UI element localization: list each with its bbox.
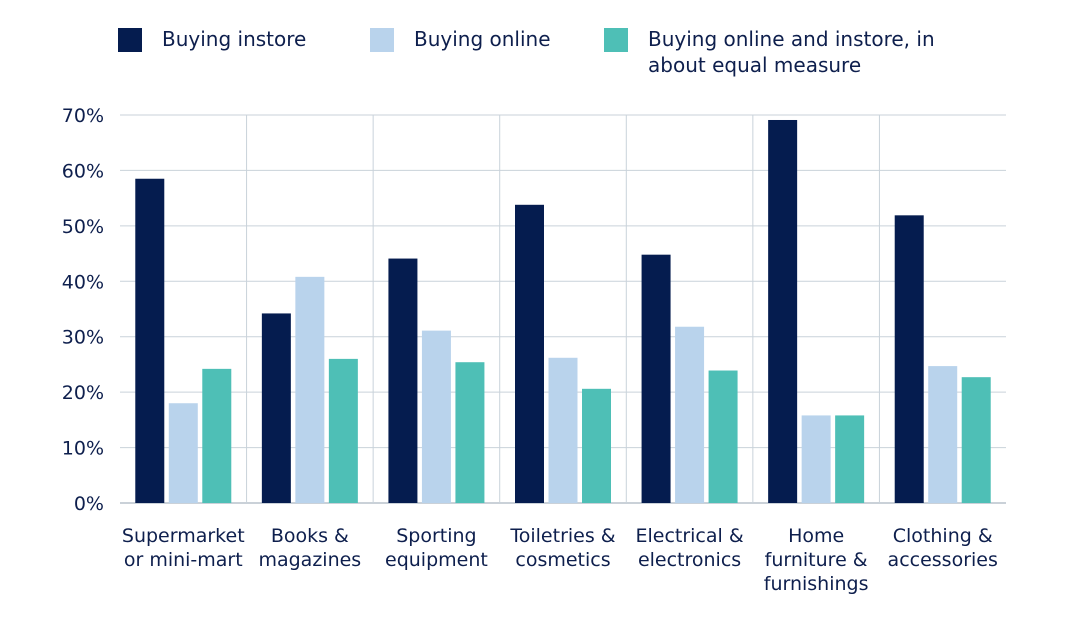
legend-label-both: Buying online and instore, in about equa… xyxy=(648,26,935,78)
bar xyxy=(675,326,705,503)
bar xyxy=(801,415,831,503)
legend-item-online: Buying online xyxy=(370,26,551,52)
x-tick-label: Toiletries & xyxy=(509,525,615,547)
x-tick-label: electronics xyxy=(638,549,741,571)
bar xyxy=(928,366,958,503)
x-tick-label: accessories xyxy=(888,549,998,571)
y-tick-label: 20% xyxy=(62,382,104,404)
bar xyxy=(835,415,865,503)
y-tick-label: 10% xyxy=(62,438,104,460)
legend-label-instore: Buying instore xyxy=(162,27,307,51)
bar xyxy=(515,204,544,503)
bar xyxy=(202,368,232,503)
legend-label-online: Buying online xyxy=(414,27,551,51)
legend-swatch-instore xyxy=(118,28,142,52)
x-tick-label: Home xyxy=(788,525,844,547)
x-tick-label: equipment xyxy=(385,549,488,571)
bar xyxy=(708,370,738,503)
y-tick-label: 50% xyxy=(62,216,104,238)
x-tick-label: furniture & xyxy=(765,549,868,571)
y-tick-label: 60% xyxy=(62,160,104,182)
legend-label-both-line-1: Buying online and instore, in xyxy=(648,27,935,51)
x-tick-label: Supermarket xyxy=(122,525,245,547)
y-tick-label: 30% xyxy=(62,327,104,349)
bar xyxy=(894,215,924,503)
bar xyxy=(135,178,165,503)
bar xyxy=(548,357,578,503)
bar xyxy=(261,313,291,503)
legend-swatch-online xyxy=(370,28,394,52)
x-tick-label: Clothing & xyxy=(893,525,993,547)
x-tick-label: furnishings xyxy=(764,573,869,595)
bar xyxy=(328,358,358,503)
bar xyxy=(641,254,671,503)
legend-label-both-line-2: about equal measure xyxy=(648,53,862,77)
bar xyxy=(768,119,798,503)
x-tick-label: or mini-mart xyxy=(124,549,243,571)
legend: Buying instore Buying online Buying onli… xyxy=(0,26,1080,86)
bar xyxy=(421,330,451,503)
legend-item-both: Buying online and instore, in about equa… xyxy=(604,26,935,78)
bar xyxy=(961,377,991,503)
bar xyxy=(582,388,611,503)
x-tick-label: magazines xyxy=(258,549,361,571)
y-tick-label: 70% xyxy=(62,105,104,127)
bar xyxy=(388,258,418,503)
x-tick-label: Electrical & xyxy=(635,525,743,547)
bar xyxy=(295,276,325,503)
legend-swatch-both xyxy=(604,28,628,52)
x-tick-label: Books & xyxy=(271,525,349,547)
y-tick-label: 0% xyxy=(74,493,104,515)
y-tick-label: 40% xyxy=(62,271,104,293)
bar xyxy=(455,362,485,503)
bar xyxy=(168,403,198,503)
legend-item-instore: Buying instore xyxy=(118,26,306,52)
x-tick-label: cosmetics xyxy=(515,549,610,571)
x-tick-label: Sporting xyxy=(396,525,476,547)
